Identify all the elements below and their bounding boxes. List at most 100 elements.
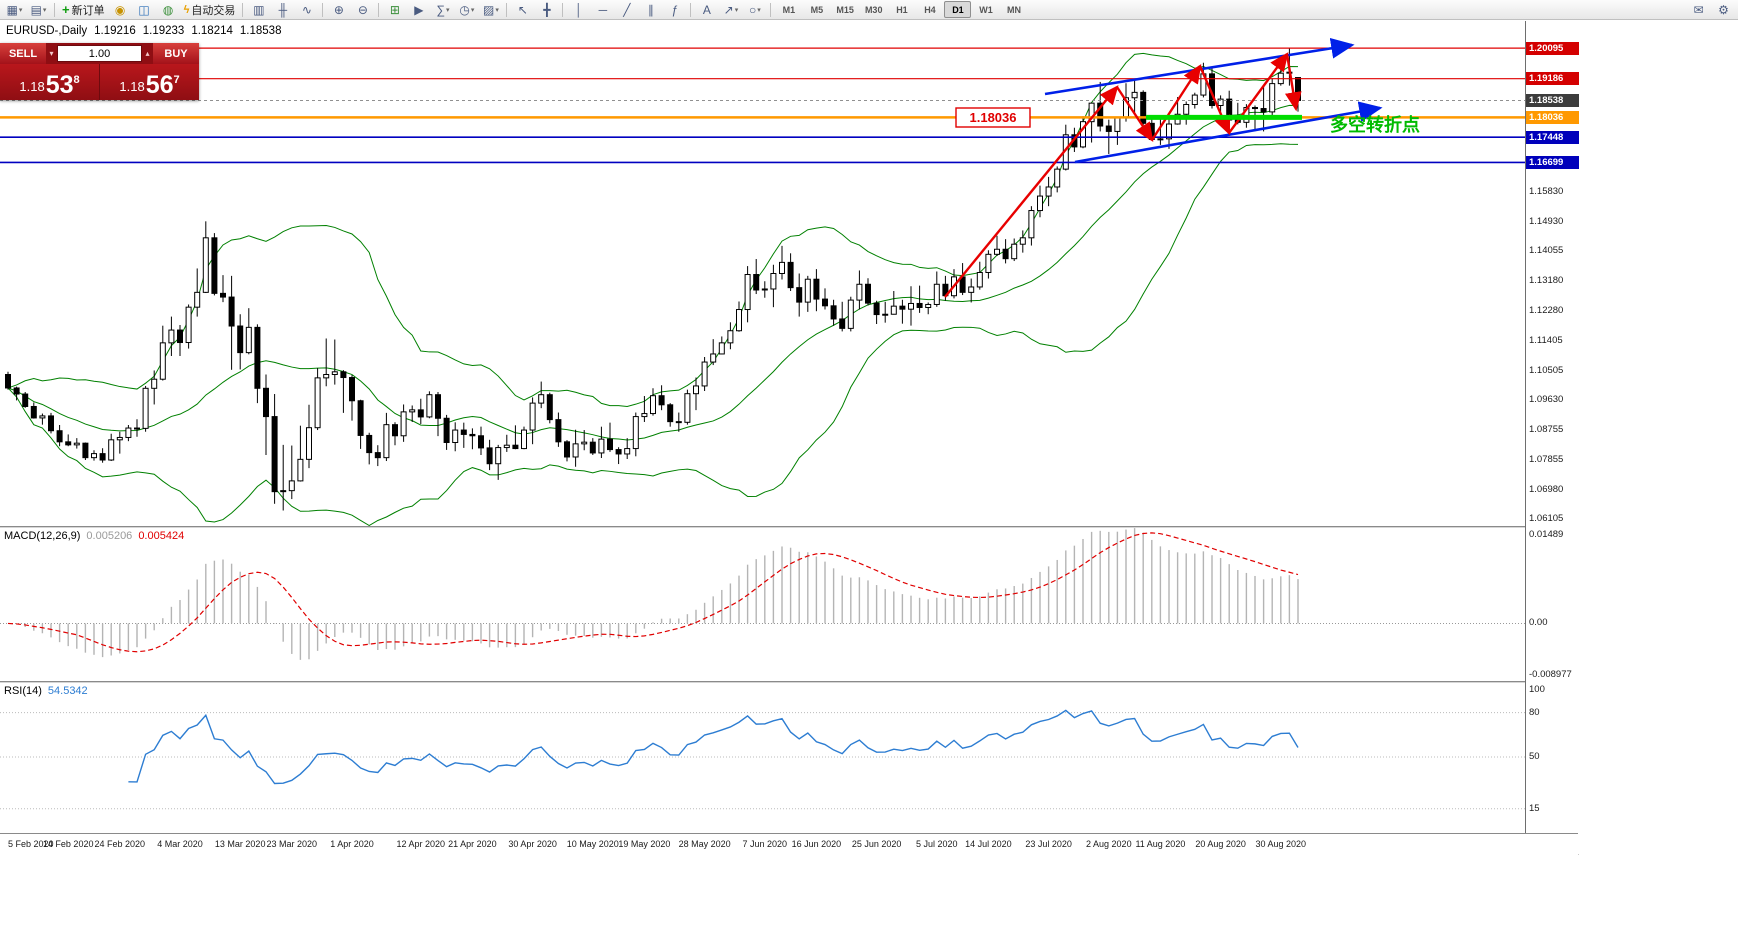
shapes-icon[interactable]: ○ ▾ (749, 2, 761, 17)
axis-tick-label: 1.14055 (1529, 245, 1564, 257)
new-chart-icon[interactable]: ▦ ▾ (6, 2, 23, 17)
price-badge: 1.16699 (1526, 155, 1579, 169)
buy-price[interactable]: 1.18 56 7 (100, 64, 199, 100)
templates-icon[interactable]: ▨ ▾ (482, 2, 499, 17)
volume-decrease-button[interactable]: ▾ (49, 49, 54, 58)
vertical-line-icon[interactable]: │ (575, 2, 583, 17)
indicators-icon[interactable]: ∑ ▾ (436, 2, 450, 17)
axis-tick-label: -0.008977 (1529, 669, 1572, 680)
date-label: 11 Aug 2020 (1135, 839, 1186, 849)
buy-button[interactable]: BUY (153, 43, 199, 64)
axis-tick-label: 50 (1529, 751, 1540, 762)
channel-icon[interactable]: ∥ (647, 2, 654, 17)
date-label: 10 May 2020 (566, 839, 619, 849)
main-chart-canvas[interactable]: 1.18036 多空转折点 (0, 21, 1525, 526)
trendline-icon[interactable]: ╱ (623, 2, 631, 17)
zoom-in-icon[interactable]: ⊕ (333, 2, 344, 17)
axis-tick-label: 1.13180 (1529, 274, 1564, 286)
data-window-icon[interactable]: ◫ (138, 2, 150, 17)
low-value: 1.18214 (191, 25, 233, 37)
high-value: 1.19233 (142, 25, 185, 37)
volume-increase-button[interactable]: ▴ (145, 49, 150, 58)
panel-splitter[interactable] (0, 681, 1578, 683)
price-axis[interactable]: 1.20095 1.19186 1.18538 1.18036 1.17448 1.166… (1525, 21, 1579, 854)
new-order-button[interactable]: + 新订单 (62, 2, 105, 17)
profiles-icon[interactable]: ▤ ▾ (30, 2, 47, 17)
plus-icon: + (62, 2, 70, 17)
axis-tick-label: 100 (1529, 684, 1545, 695)
timeframe-m30[interactable]: M30 (864, 4, 883, 15)
candlestick-series (5, 48, 1301, 511)
date-label: 2 Aug 2020 (1086, 839, 1132, 849)
timeframe-h1[interactable]: H1 (896, 4, 908, 15)
time-axis[interactable]: 5 Feb 2020 14 Feb 2020 24 Feb 2020 4 Mar 20… (0, 833, 1578, 855)
axis-tick-label: 1.09630 (1529, 394, 1564, 406)
date-label: 4 Mar 2020 (157, 839, 203, 849)
axis-tick-label: 1.12280 (1529, 305, 1564, 317)
panel-splitter[interactable] (0, 526, 1578, 528)
symbol-period-label: EURUSD-,Daily (6, 25, 88, 37)
navigator-icon[interactable]: ◍ (162, 2, 174, 17)
timeframe-h4[interactable]: H4 (924, 4, 936, 15)
horizontal-line-icon[interactable]: ─ (598, 2, 608, 17)
crosshair-icon[interactable]: ╋ (543, 2, 551, 17)
svg-text:多空转折点: 多空转折点 (1330, 114, 1420, 135)
messages-icon[interactable]: ✉ (1693, 2, 1704, 17)
axis-tick-label: 1.06980 (1529, 483, 1564, 495)
rsi-panel-canvas[interactable] (0, 683, 1525, 831)
timeframe-d1[interactable]: D1 (944, 1, 972, 18)
price-badge: 1.17448 (1526, 130, 1579, 144)
macd-main-value: 0.005206 (86, 530, 133, 542)
text-label-icon[interactable]: A (702, 2, 711, 17)
drawing-objects[interactable]: 1.18036 多空转折点 (944, 38, 1420, 298)
date-label: 14 Jul 2020 (965, 839, 1012, 849)
price-badge: 1.18036 (1526, 110, 1579, 124)
macd-panel-canvas[interactable] (0, 528, 1525, 681)
timeframe-m5[interactable]: M5 (810, 4, 824, 15)
price-badge: 1.19186 (1526, 72, 1579, 86)
strategy-tester-icon[interactable]: ▶ (414, 2, 424, 17)
zoom-out-icon[interactable]: ⊖ (357, 2, 368, 17)
axis-tick-label: 0.00 (1529, 617, 1548, 629)
date-label: 13 Mar 2020 (214, 839, 266, 849)
axis-tick-label: 1.07855 (1529, 454, 1564, 466)
timeframe-mn[interactable]: MN (1006, 4, 1021, 15)
sell-button[interactable]: SELL (0, 43, 46, 64)
period-icon[interactable]: ◷ ▾ (459, 2, 475, 17)
timeframe-group: M1 M5 M15 M30 H1 H4 D1 W1 MN (775, 1, 1027, 18)
bar-chart-icon[interactable]: ▥ (253, 2, 265, 17)
date-label: 28 May 2020 (678, 839, 731, 849)
date-label: 23 Mar 2020 (266, 839, 318, 849)
date-label: 1 Apr 2020 (330, 839, 374, 849)
svg-text:1.18036: 1.18036 (970, 110, 1017, 125)
market-watch-icon[interactable]: ◉ (114, 2, 126, 17)
date-label: 16 Jun 2020 (791, 839, 842, 849)
rsi-value: 54.5342 (47, 685, 88, 697)
candlestick-chart-icon[interactable]: ╫ (278, 2, 288, 17)
chart-window: 1.18036 多空转折点 1.20095 1.19186 1.18538 1.1803… (0, 21, 1579, 855)
rsi-indicator-label: RSI(14) 54.5342 (4, 685, 88, 697)
timeframe-w1[interactable]: W1 (979, 4, 993, 15)
sell-price[interactable]: 1.18 53 8 (0, 64, 100, 100)
volume-input[interactable] (57, 45, 142, 62)
tile-windows-icon[interactable]: ⊞ (389, 2, 400, 17)
open-value: 1.19216 (94, 25, 136, 37)
cursor-icon[interactable]: ↖ (517, 2, 528, 17)
date-label: 14 Feb 2020 (42, 839, 94, 849)
axis-tick-label: 15 (1529, 802, 1540, 814)
date-label: 23 Jul 2020 (1025, 839, 1072, 849)
autotrading-button[interactable]: ϟ 自动交易 (183, 3, 236, 17)
timeframe-m1[interactable]: M1 (782, 4, 796, 15)
axis-tick-label: 1.06105 (1529, 513, 1564, 525)
date-label: 21 Apr 2020 (448, 839, 497, 849)
line-chart-icon[interactable]: ∿ (301, 2, 312, 17)
settings-icon[interactable]: ⚙ (1718, 2, 1729, 17)
arrows-icon[interactable]: ↗ ▾ (723, 2, 739, 17)
macd-indicator-label: MACD(12,26,9) 0.005206 0.005424 (4, 530, 185, 542)
fibonacci-icon[interactable]: ƒ (671, 2, 679, 17)
date-label: 12 Apr 2020 (396, 839, 446, 849)
timeframe-m15[interactable]: M15 (836, 4, 854, 15)
date-label: 7 Jun 2020 (742, 839, 788, 849)
